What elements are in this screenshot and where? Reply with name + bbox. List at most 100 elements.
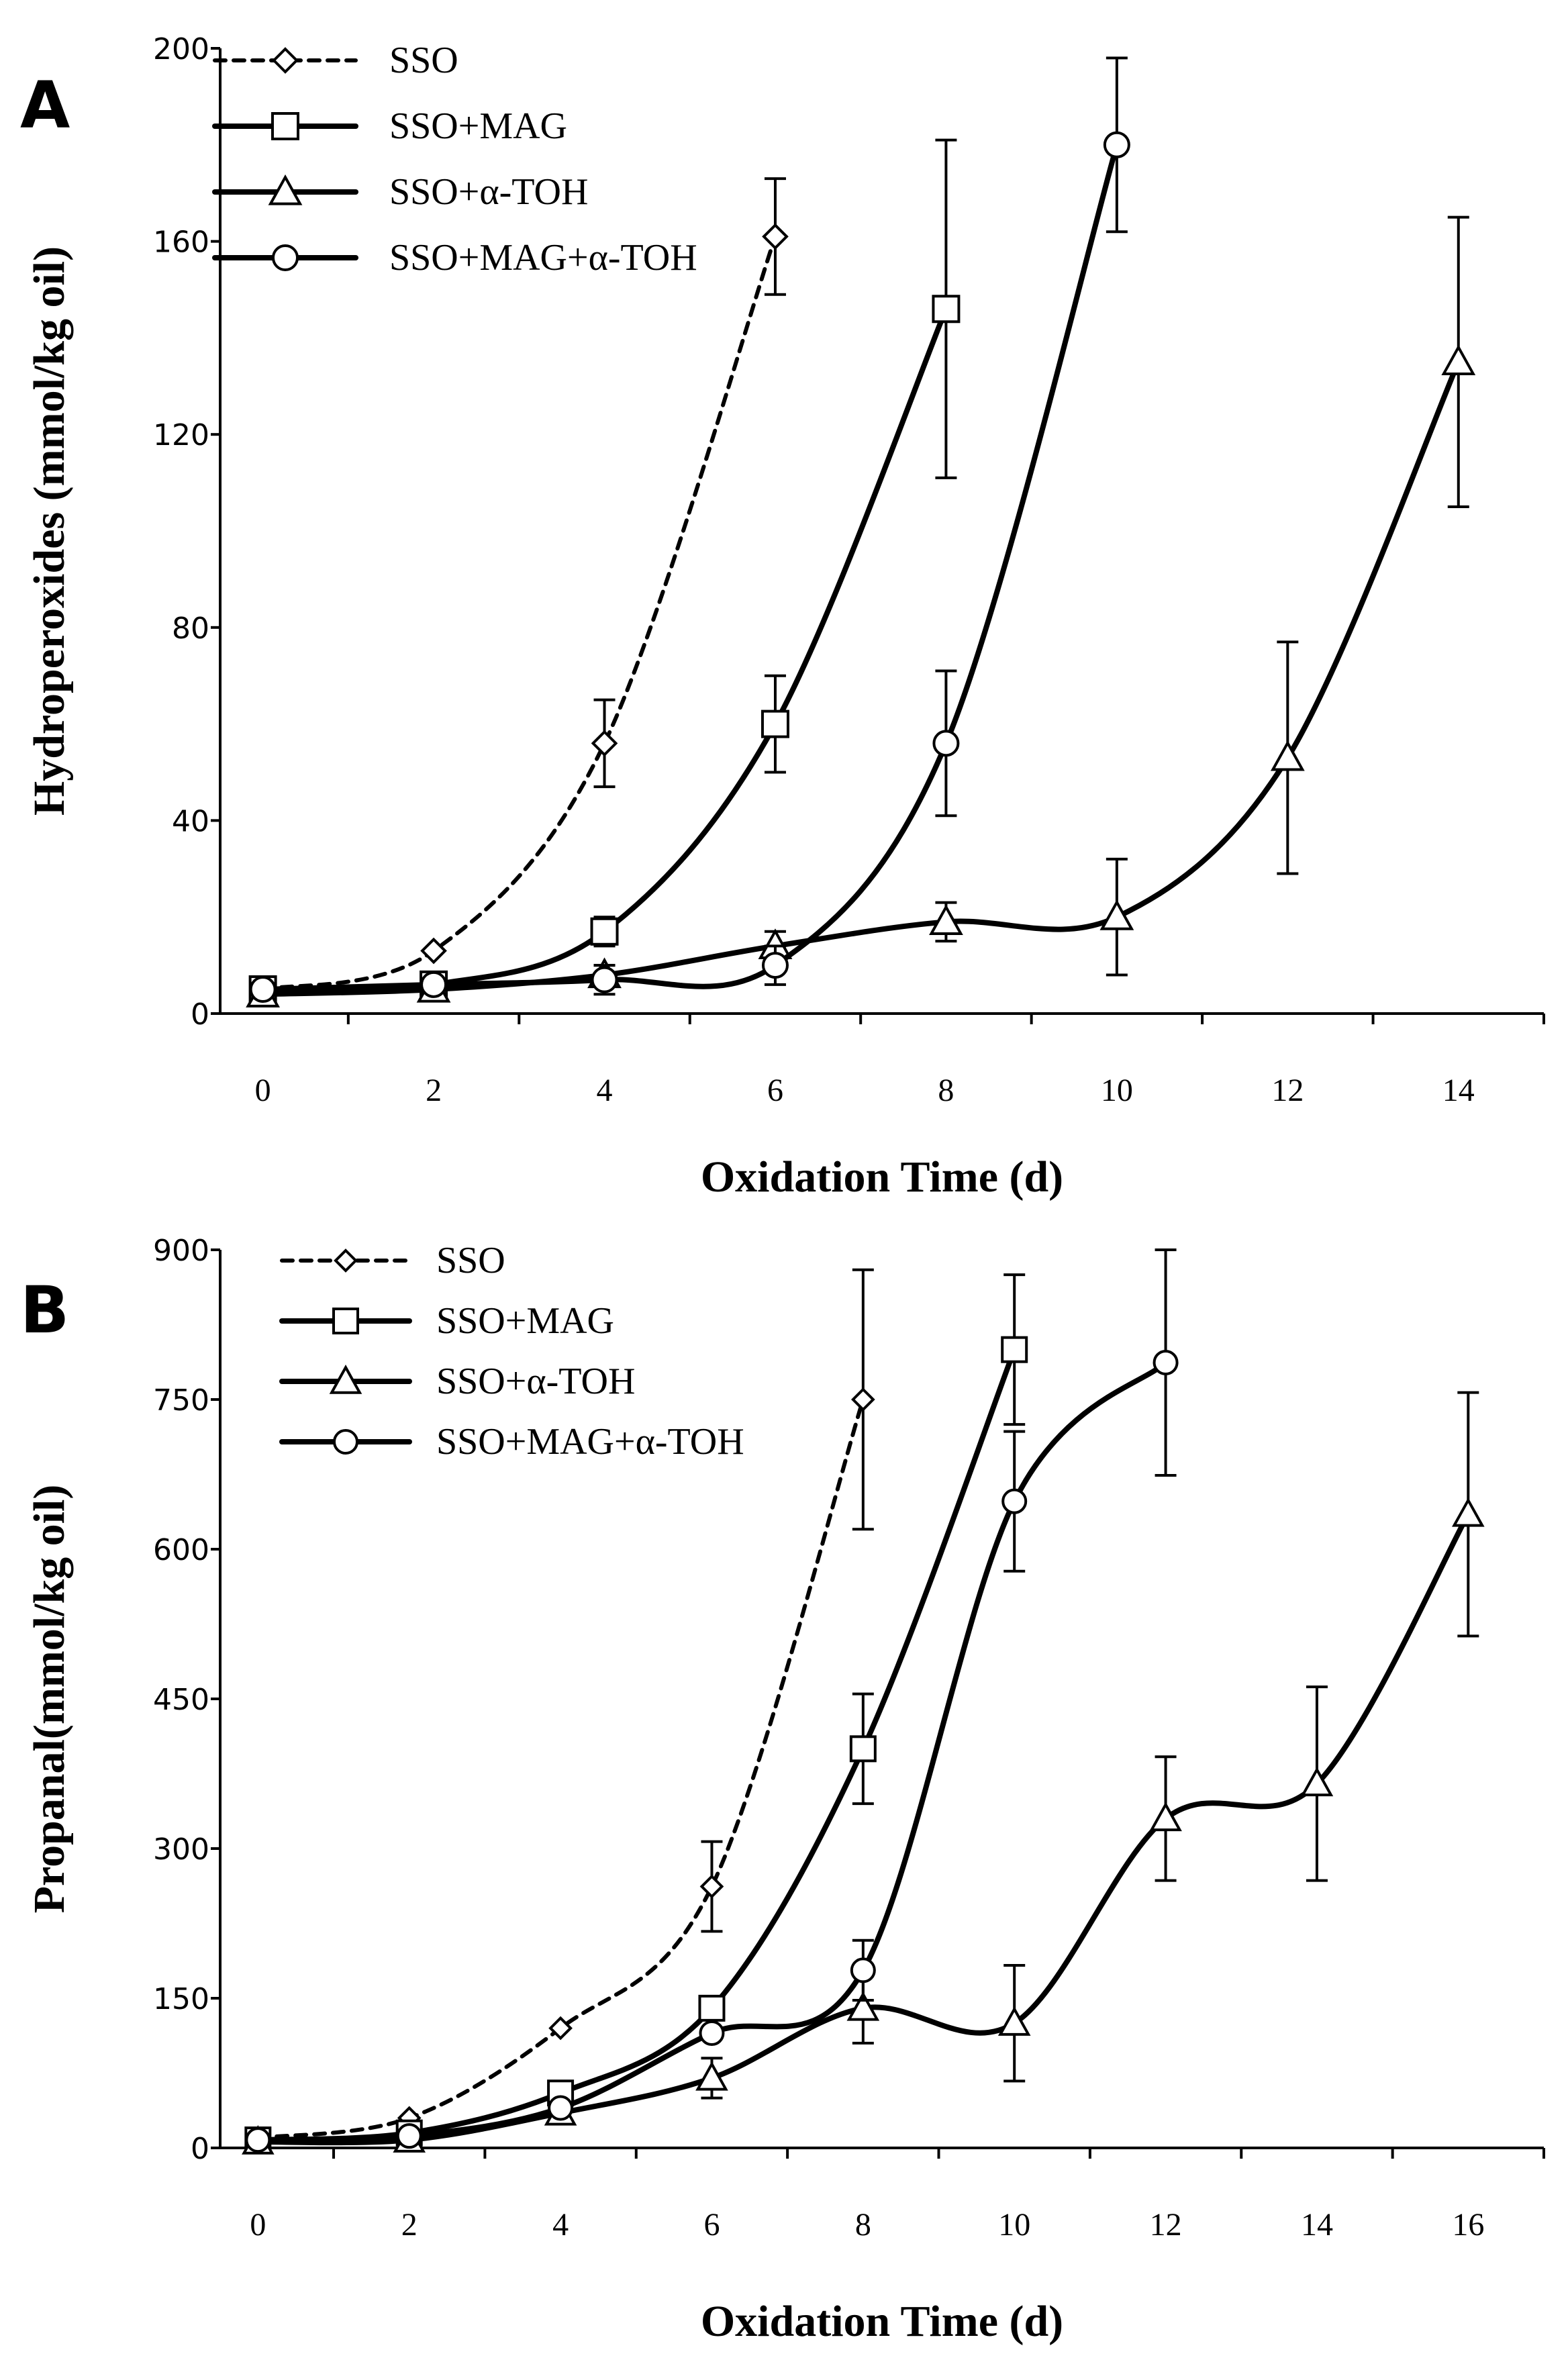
data-point-triangle <box>1270 740 1305 771</box>
y-tick-label: 120 <box>153 418 209 452</box>
data-point-square <box>849 1735 877 1763</box>
legend-label: SSO+MAG <box>389 105 567 147</box>
x-tick-label: 8 <box>938 1073 954 1108</box>
x-tick-label: 8 <box>855 2207 871 2243</box>
legend-item-sso-alpha-toh: SSO+α-TOH <box>212 171 588 213</box>
y-axis-title: Propanal(mmol/kg oil) <box>25 1485 74 1914</box>
data-point-circle <box>761 952 789 979</box>
legend-marker-diamond <box>334 1248 358 1273</box>
data-point-circle <box>699 2020 725 2047</box>
legend-marker-circle <box>272 244 299 271</box>
data-point-circle <box>1103 131 1130 158</box>
y-tick-label: 750 <box>153 1383 209 1418</box>
legend-label: SSO+MAG+α-TOH <box>389 237 697 279</box>
data-point-triangle <box>1149 1802 1182 1832</box>
y-axis-title: Hydroperoxides (mmol/kg oil) <box>25 246 74 816</box>
data-point-diamond <box>591 730 618 757</box>
data-point-circle <box>1153 1349 1179 1375</box>
series-sso-mag-alpha-toh <box>245 1248 1179 2153</box>
legend-label: SSO+α-TOH <box>436 1361 635 1402</box>
data-point-circle <box>932 730 960 757</box>
panel-letter-b: B <box>20 1273 69 1348</box>
y-tick-label: 0 <box>191 997 209 1032</box>
data-point-circle <box>396 2123 422 2149</box>
x-axis-title: Oxidation Time (d) <box>701 1152 1063 1201</box>
data-point-square <box>932 295 961 324</box>
data-point-circle <box>591 966 618 993</box>
data-point-triangle <box>997 2006 1031 2036</box>
data-point-diamond <box>851 1387 875 1412</box>
x-tick-label: 12 <box>1271 1073 1304 1108</box>
legend-label: SSO <box>389 40 458 81</box>
data-point-triangle <box>1099 899 1134 930</box>
data-point-circle <box>548 2095 574 2121</box>
legend-label: SSO+α-TOH <box>389 171 588 213</box>
legend: SSO SSO+MAG SSO+α-TOH SSO+MAG+α-TOH <box>212 40 697 279</box>
x-tick-label: 0 <box>255 1073 271 1108</box>
data-point-triangle <box>1441 344 1476 375</box>
x-tick-label: 4 <box>552 2207 569 2243</box>
data-point-circle <box>850 1957 876 1983</box>
data-point-square <box>590 917 619 946</box>
data-point-diamond <box>548 2016 573 2041</box>
x-tick-label: 0 <box>250 2207 266 2243</box>
y-tick-label: 160 <box>153 226 209 260</box>
series-line <box>256 1397 865 2141</box>
legend-item-sso: SSO <box>280 1240 505 1281</box>
data-point-triangle <box>1300 1767 1334 1797</box>
legend-marker-square <box>332 1308 359 1334</box>
legend-item-sso-mag: SSO+MAG <box>279 1300 614 1342</box>
data-point-square <box>761 709 789 738</box>
y-tick-label: 150 <box>153 1982 209 2016</box>
data-point-circle <box>420 971 448 998</box>
legend-marker-square <box>271 112 299 140</box>
panel-b-propanal-chart: B 0 150 300 450 600 750 900 0 2 4 6 8 10 12 14 16 Oxidati… <box>20 1234 1545 2346</box>
data-point-triangle <box>929 904 963 935</box>
legend-label: SSO <box>436 1240 505 1281</box>
data-point-circle <box>245 2127 271 2153</box>
x-tick-label: 2 <box>426 1073 442 1108</box>
series-line <box>260 359 1461 997</box>
legend-item-sso-mag: SSO+MAG <box>212 105 567 147</box>
x-axis-title: Oxidation Time (d) <box>701 2297 1063 2346</box>
data-point-diamond <box>699 1874 724 1899</box>
x-tick-label: 6 <box>703 2207 720 2243</box>
panel-a-hydroperoxides-chart: A 0 40 80 120 160 200 0 2 4 6 8 10 12 14 Oxidation Time… <box>20 32 1545 1201</box>
legend-marker-triangle <box>268 174 303 205</box>
x-tick-label: 10 <box>1101 1073 1133 1108</box>
legend: SSO SSO+MAG SSO+α-TOH SSO+MAG+α-TOH <box>279 1240 744 1463</box>
y-tick-label: 80 <box>172 611 209 646</box>
series-sso-mag-alpha-toh <box>249 56 1130 1003</box>
panel-letter-a: A <box>20 68 70 143</box>
data-point-diamond <box>420 937 447 965</box>
data-point-triangle <box>1452 1497 1485 1527</box>
y-tick-label: 0 <box>191 2132 209 2166</box>
data-point-square <box>698 1994 726 2022</box>
legend-item-sso-mag-alpha-toh: SSO+MAG+α-TOH <box>212 237 697 279</box>
data-point-triangle <box>846 1991 880 2021</box>
x-tick-label: 6 <box>767 1073 783 1108</box>
legend-item-sso-alpha-toh: SSO+α-TOH <box>279 1361 635 1402</box>
data-point-square <box>1001 1336 1028 1363</box>
legend-item-sso-mag-alpha-toh: SSO+MAG+α-TOH <box>279 1421 744 1463</box>
x-tick-label: 4 <box>597 1073 613 1108</box>
y-tick-label: 200 <box>153 32 209 66</box>
y-tick-label: 900 <box>153 1234 209 1268</box>
legend-label: SSO+MAG <box>436 1300 614 1342</box>
y-tick-label: 300 <box>153 1832 209 1867</box>
legend-item-sso: SSO <box>213 40 458 81</box>
x-tick-label: 16 <box>1452 2207 1484 2243</box>
legend-marker-triangle <box>329 1364 362 1394</box>
data-point-circle <box>1001 1488 1028 1514</box>
data-point-diamond <box>762 223 789 250</box>
x-tick-label: 14 <box>1442 1073 1475 1108</box>
data-point-triangle <box>695 2061 728 2091</box>
legend-label: SSO+MAG+α-TOH <box>436 1421 744 1463</box>
x-tick-label: 2 <box>401 2207 418 2243</box>
data-point-circle <box>249 976 277 1003</box>
x-tick-label: 14 <box>1301 2207 1333 2243</box>
y-tick-label: 450 <box>153 1683 209 1717</box>
y-tick-label: 600 <box>153 1533 209 1567</box>
